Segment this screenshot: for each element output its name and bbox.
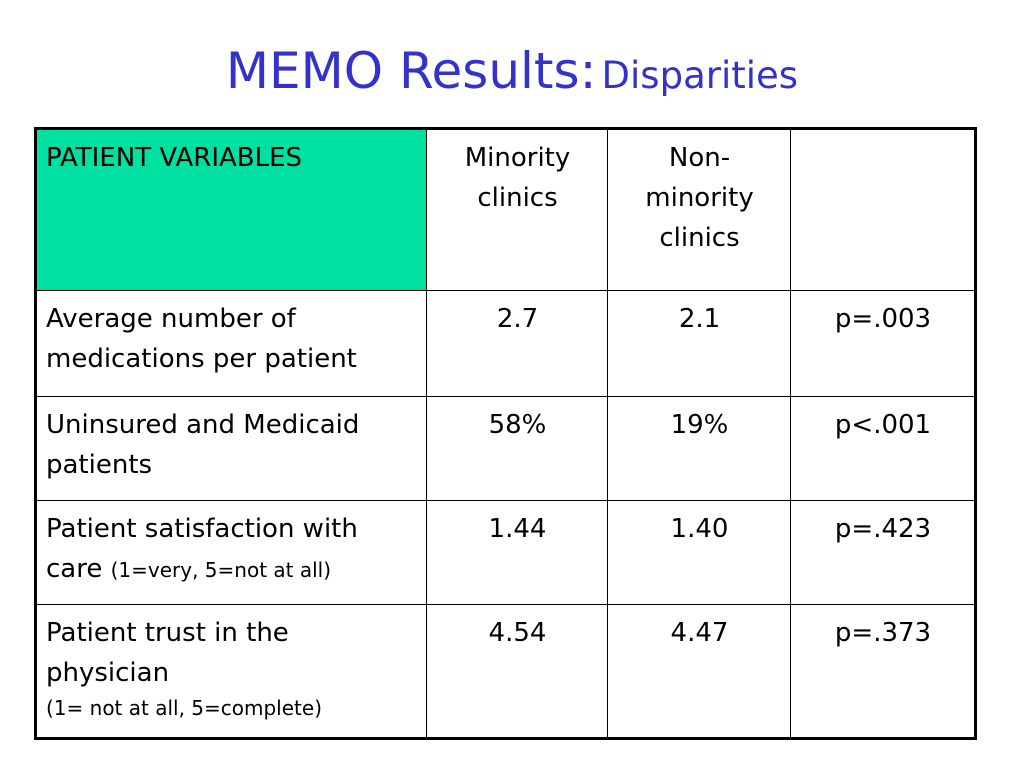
table-row: Uninsured and Medicaid patients 58% 19% …: [35, 396, 976, 501]
row-scale-note: (1= not at all, 5=complete): [46, 696, 322, 720]
table-row: Patient satisfaction with care (1=very, …: [35, 500, 976, 605]
nonminority-value: 19%: [607, 396, 791, 501]
header-nonminority-line1: Non-: [668, 143, 731, 173]
row-label-line2: care: [46, 554, 103, 584]
minority-value: 1.44: [426, 500, 608, 605]
header-nonminority-line3: clinics: [659, 223, 740, 253]
row-label-line2: medications per patient: [46, 344, 357, 374]
header-nonminority-line2: minority: [645, 183, 754, 213]
nonminority-value: 4.47: [607, 604, 791, 739]
row-scale-note: (1=very, 5=not at all): [110, 558, 332, 582]
row-label-line1: Uninsured and Medicaid: [46, 410, 360, 440]
minority-value: 2.7: [426, 290, 608, 397]
row-label-line1: Patient satisfaction with: [46, 514, 358, 544]
p-value: p<.001: [790, 396, 976, 501]
slide-title-sub: Disparities: [601, 54, 799, 97]
header-patient-variables: PATIENT VARIABLES: [35, 128, 427, 291]
row-label: Patient trust in the physician (1= not a…: [35, 604, 427, 739]
table-row: Average number of medications per patien…: [35, 290, 976, 397]
minority-value: 58%: [426, 396, 608, 501]
nonminority-value: 2.1: [607, 290, 791, 397]
header-minority-line2: clinics: [477, 183, 558, 213]
table-row: Patient trust in the physician (1= not a…: [35, 604, 976, 739]
header-minority-clinics: Minority clinics: [426, 128, 608, 291]
row-label-line1: Average number of: [46, 304, 296, 334]
slide-title-main: MEMO Results:: [225, 42, 597, 100]
results-table: PATIENT VARIABLES Minority clinics Non- …: [34, 127, 977, 740]
row-label: Average number of medications per patien…: [35, 290, 427, 397]
slide-title: MEMO Results: Disparities: [0, 42, 1024, 100]
row-label: Patient satisfaction with care (1=very, …: [35, 500, 427, 605]
row-label: Uninsured and Medicaid patients: [35, 396, 427, 501]
row-label-line2: patients: [46, 450, 153, 480]
row-label-line2: physician: [46, 658, 170, 688]
minority-value: 4.54: [426, 604, 608, 739]
p-value: p=.423: [790, 500, 976, 605]
header-pvalue: [790, 128, 976, 291]
row-label-line1: Patient trust in the: [46, 618, 289, 648]
p-value: p=.373: [790, 604, 976, 739]
p-value: p=.003: [790, 290, 976, 397]
header-nonminority-clinics: Non- minority clinics: [607, 128, 791, 291]
table-header-row: PATIENT VARIABLES Minority clinics Non- …: [35, 128, 976, 291]
header-minority-line1: Minority: [464, 143, 571, 173]
nonminority-value: 1.40: [607, 500, 791, 605]
